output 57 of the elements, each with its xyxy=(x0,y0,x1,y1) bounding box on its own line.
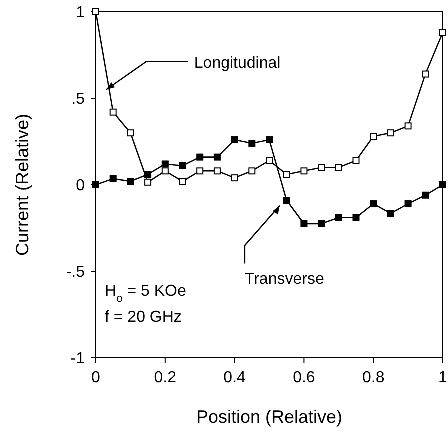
point xyxy=(266,136,273,144)
annotation: H$_{o}$ = 5 KOe xyxy=(105,283,186,305)
annotation: f = 20 GHz xyxy=(105,309,182,326)
x-tick-label: 0.8 xyxy=(362,369,385,386)
y-axis-title: Current (Relative) xyxy=(12,114,32,256)
point xyxy=(422,70,430,78)
point xyxy=(387,130,394,137)
point xyxy=(144,178,152,186)
point xyxy=(162,160,169,168)
point xyxy=(162,168,169,175)
point xyxy=(283,171,290,178)
point xyxy=(110,108,117,116)
point xyxy=(422,192,430,199)
point xyxy=(300,168,308,175)
point xyxy=(231,174,238,182)
point xyxy=(318,220,326,228)
point xyxy=(110,175,117,182)
x-tick-label: 1 xyxy=(438,369,448,386)
x-tick-label: 0.4 xyxy=(224,369,246,386)
point xyxy=(370,133,378,140)
point xyxy=(179,178,186,186)
point xyxy=(370,200,378,208)
x-tick-label: 0.2 xyxy=(154,369,177,386)
point xyxy=(179,162,186,170)
point xyxy=(266,157,273,164)
point xyxy=(404,122,412,130)
point xyxy=(387,210,394,218)
point xyxy=(283,197,290,204)
y-tick-label: -1 xyxy=(70,350,86,368)
point xyxy=(196,154,204,161)
point xyxy=(248,140,256,147)
annotation: Transverse xyxy=(244,270,324,288)
x-axis-title: Position (Relative) xyxy=(196,407,343,427)
point xyxy=(196,168,204,175)
point xyxy=(300,220,308,228)
point xyxy=(335,214,342,222)
point xyxy=(440,182,446,188)
y-tick-label: -.5 xyxy=(66,264,86,282)
point xyxy=(231,136,238,144)
x-tick-label: 0.6 xyxy=(293,369,316,386)
point xyxy=(352,157,360,164)
point xyxy=(248,168,256,175)
point xyxy=(127,130,134,137)
point xyxy=(214,154,221,161)
annotation: Longitudinal xyxy=(194,54,281,72)
point xyxy=(127,178,134,186)
point xyxy=(352,214,360,222)
point xyxy=(335,164,342,172)
y-tick-label: 1 xyxy=(76,4,86,22)
point xyxy=(214,168,221,175)
point xyxy=(318,164,326,172)
x-tick-label: 0 xyxy=(92,369,101,386)
point xyxy=(404,200,412,208)
y-tick-label: 0 xyxy=(76,178,86,195)
point xyxy=(144,171,152,178)
y-tick-label: .5 xyxy=(72,91,86,108)
point xyxy=(440,29,446,36)
